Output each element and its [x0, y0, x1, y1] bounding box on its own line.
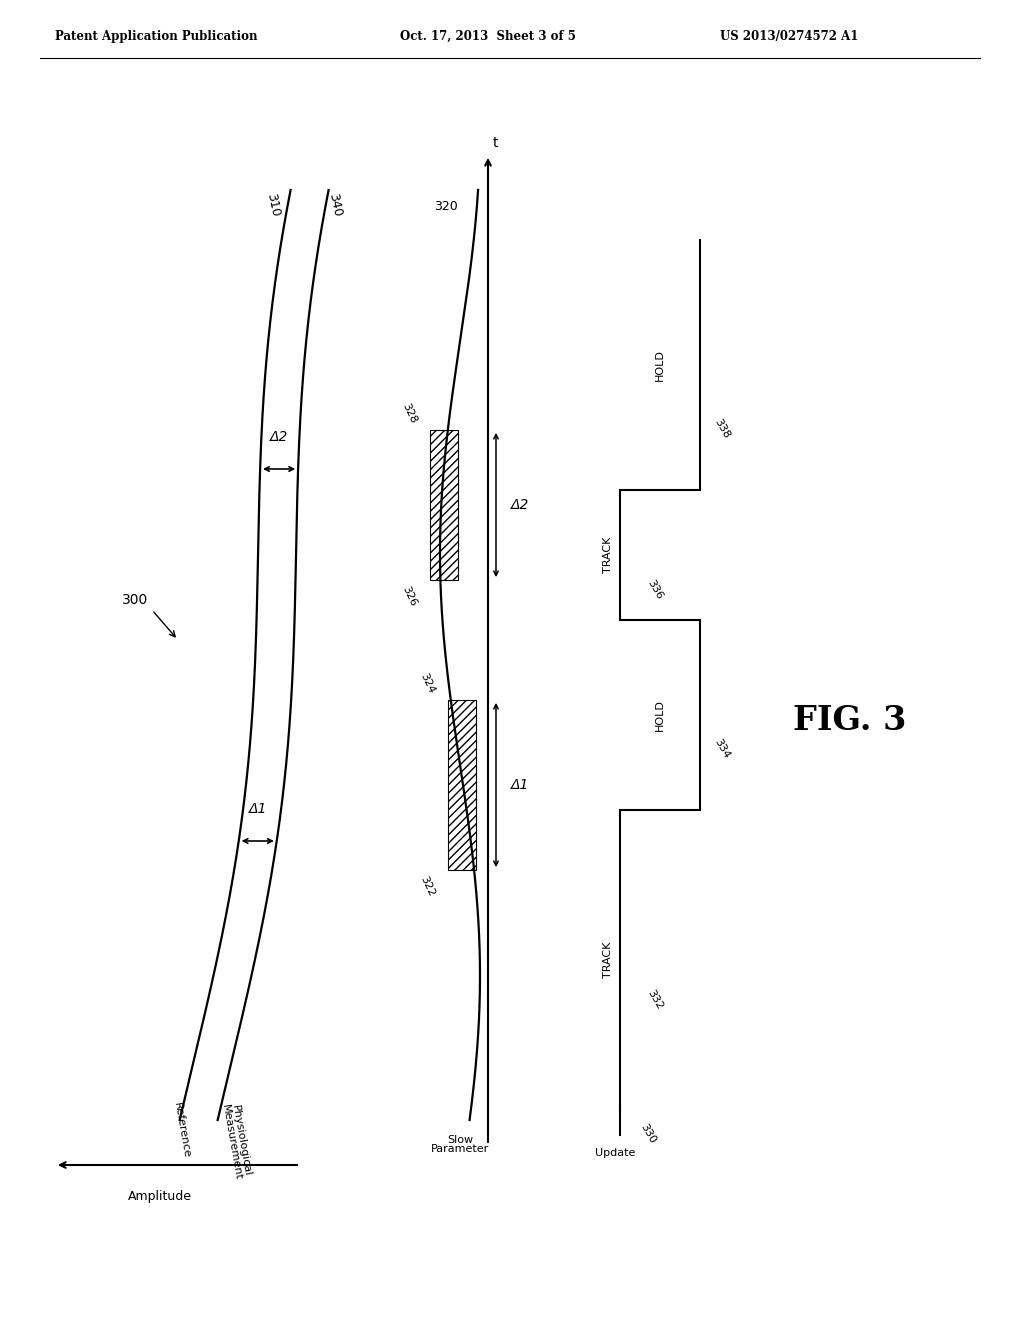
Text: TRACK: TRACK: [603, 941, 613, 978]
Text: 310: 310: [264, 191, 283, 218]
Bar: [449, 700, 476, 870]
Text: Reference: Reference: [171, 1102, 191, 1159]
Text: 334: 334: [712, 737, 731, 760]
Text: Δ2: Δ2: [511, 498, 529, 512]
Text: 320: 320: [434, 199, 458, 213]
Text: Amplitude: Amplitude: [128, 1191, 193, 1203]
Text: Δ1: Δ1: [249, 803, 267, 816]
Text: t: t: [493, 136, 499, 150]
Text: Patent Application Publication: Patent Application Publication: [55, 30, 257, 44]
Text: 332: 332: [645, 989, 665, 1011]
Text: Oct. 17, 2013  Sheet 3 of 5: Oct. 17, 2013 Sheet 3 of 5: [400, 30, 575, 44]
Text: 300: 300: [122, 593, 148, 607]
Text: US 2013/0274572 A1: US 2013/0274572 A1: [720, 30, 858, 44]
Text: TRACK: TRACK: [603, 537, 613, 573]
Text: 326: 326: [400, 585, 418, 609]
Text: Δ1: Δ1: [511, 777, 529, 792]
Text: HOLD: HOLD: [655, 700, 665, 731]
Text: 340: 340: [327, 191, 344, 218]
Text: 324: 324: [419, 672, 436, 696]
Text: Slow
Parameter: Slow Parameter: [431, 1135, 489, 1154]
Text: HOLD: HOLD: [655, 348, 665, 381]
Text: 338: 338: [712, 417, 731, 440]
Text: 322: 322: [419, 875, 436, 899]
Text: 336: 336: [645, 578, 665, 602]
Bar: [430, 430, 458, 579]
Text: Physiological
Measurement: Physiological Measurement: [220, 1102, 252, 1181]
Text: FIG. 3: FIG. 3: [794, 704, 906, 737]
Text: 328: 328: [400, 401, 418, 425]
Text: Update: Update: [595, 1148, 635, 1158]
Text: Δ2: Δ2: [270, 430, 289, 444]
Text: 330: 330: [638, 1122, 657, 1146]
